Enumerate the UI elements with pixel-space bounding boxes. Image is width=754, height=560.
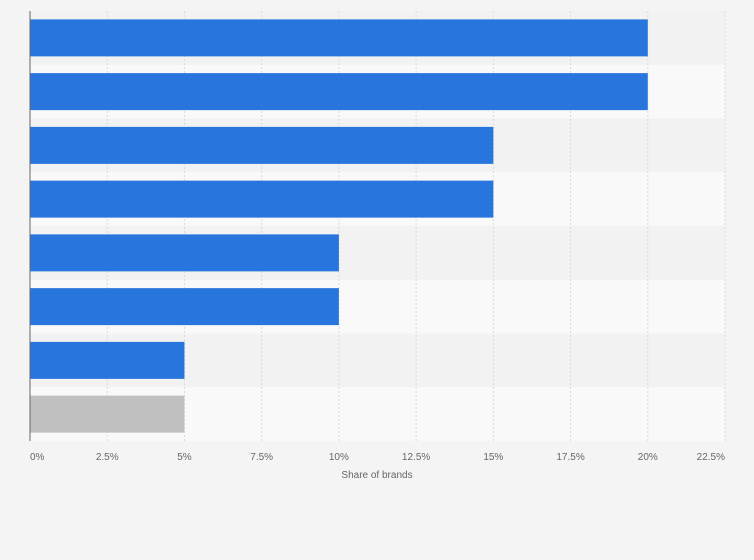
bar[interactable]	[30, 73, 648, 111]
x-tick-label: 20%	[638, 452, 658, 463]
x-tick-label: 17.5%	[556, 452, 584, 463]
x-axis-ticks: 0% 2.5% 5% 7.5% 10% 12.5% 15% 17.5% 20% 22.5%	[30, 452, 725, 463]
bar[interactable]	[30, 341, 185, 379]
x-tick-label: 12.5%	[402, 452, 430, 463]
bar[interactable]	[30, 19, 648, 57]
bar[interactable]	[30, 234, 339, 272]
x-tick-label: 22.5%	[697, 452, 725, 463]
x-tick-label: 2.5%	[96, 452, 119, 463]
bars	[30, 19, 648, 433]
x-tick-label: 15%	[483, 452, 503, 463]
x-tick-label: 10%	[329, 452, 349, 463]
x-tick-label: 0%	[30, 452, 45, 463]
bar[interactable]	[30, 180, 494, 218]
bar[interactable]	[30, 395, 185, 433]
x-tick-label: 7.5%	[250, 452, 273, 463]
bar[interactable]	[30, 288, 339, 326]
x-axis-title: Share of brands	[341, 470, 412, 481]
bar[interactable]	[30, 126, 494, 164]
x-tick-label: 5%	[177, 452, 192, 463]
